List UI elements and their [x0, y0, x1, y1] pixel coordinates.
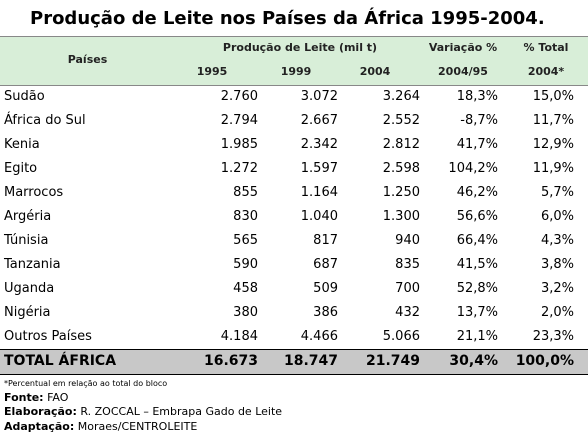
cell-value: 3.072 — [300, 89, 338, 104]
text: FAO — [47, 391, 69, 404]
cell-value: 46,2% — [456, 185, 498, 200]
cell-value: 5,7% — [540, 185, 574, 200]
header-country: Países — [67, 53, 108, 66]
cell-value: 458 — [233, 281, 258, 296]
header-variation: Variação % — [428, 41, 498, 54]
cell-value: 11,7% — [532, 113, 574, 128]
cell-value: 4.466 — [300, 329, 338, 344]
adaptation: Adaptação: Moraes/CENTROLEITE — [4, 420, 197, 433]
cell-country: Nigéria — [4, 305, 51, 320]
cell-value: 41,7% — [456, 137, 498, 152]
cell-value: 940 — [395, 233, 420, 248]
cell-value: 30,4% — [449, 353, 498, 369]
cell-country: Uganda — [4, 281, 55, 296]
cell-value: 565 — [233, 233, 258, 248]
cell-country: TOTAL ÁFRICA — [4, 353, 117, 369]
label: Fonte: — [4, 391, 44, 404]
cell-value: -8,7% — [460, 113, 498, 128]
cell-value: 18,3% — [456, 89, 498, 104]
elaboration: Elaboração: R. ZOCCAL – Embrapa Gado de … — [4, 405, 282, 418]
cell-value: 4,3% — [540, 233, 574, 248]
header-share: % Total — [523, 41, 569, 54]
cell-country: Argéria — [4, 209, 52, 224]
cell-country: Marrocos — [4, 185, 64, 200]
cell-value: 817 — [313, 233, 338, 248]
header-year: 1995 — [196, 65, 228, 78]
cell-value: 56,6% — [456, 209, 498, 224]
title: Produção de Leite nos Países da África 1… — [30, 8, 545, 29]
cell-value: 13,7% — [456, 305, 498, 320]
cell-value: 3.264 — [382, 89, 420, 104]
label: Adaptação: — [4, 420, 75, 433]
cell-value: 21,1% — [456, 329, 498, 344]
cell-value: 5.066 — [382, 329, 420, 344]
cell-value: 3,8% — [540, 257, 574, 272]
cell-country: Egito — [4, 161, 38, 176]
cell-value: 2.812 — [382, 137, 420, 152]
cell-value: 18.747 — [283, 353, 338, 369]
total-bg — [0, 349, 588, 375]
cell-value: 2.598 — [382, 161, 420, 176]
header-year: 1999 — [280, 65, 312, 78]
cell-country: Tanzania — [4, 257, 61, 272]
cell-value: 1.250 — [382, 185, 420, 200]
cell-country: Outros Países — [4, 329, 92, 344]
cell-value: 12,9% — [532, 137, 574, 152]
header-share: 2004* — [527, 65, 565, 78]
cell-value: 2.667 — [300, 113, 338, 128]
cell-value: 4.184 — [220, 329, 258, 344]
cell-value: 1.040 — [300, 209, 338, 224]
cell-value: 590 — [233, 257, 258, 272]
cell-value: 1.597 — [300, 161, 338, 176]
cell-value: 855 — [233, 185, 258, 200]
text: Moraes/CENTROLEITE — [77, 420, 198, 433]
source: Fonte: FAO — [4, 391, 68, 404]
header-bg — [0, 36, 588, 86]
cell-value: 509 — [313, 281, 338, 296]
footnote: *Percentual em relação ao total do bloco — [4, 379, 168, 388]
cell-value: 100,0% — [515, 353, 574, 369]
cell-country: Sudão — [4, 89, 45, 104]
cell-value: 380 — [233, 305, 258, 320]
cell-country: Túnisia — [4, 233, 49, 248]
cell-value: 6,0% — [540, 209, 574, 224]
cell-value: 104,2% — [448, 161, 498, 176]
label: Elaboração: — [4, 405, 77, 418]
cell-value: 1.300 — [382, 209, 420, 224]
cell-value: 23,3% — [532, 329, 574, 344]
cell-value: 1.164 — [300, 185, 338, 200]
cell-value: 830 — [233, 209, 258, 224]
cell-value: 2.552 — [382, 113, 420, 128]
cell-value: 11,9% — [532, 161, 574, 176]
cell-value: 15,0% — [532, 89, 574, 104]
header-variation: 2004/95 — [438, 65, 488, 78]
header-year: 2004 — [359, 65, 391, 78]
cell-value: 41,5% — [456, 257, 498, 272]
cell-value: 2,0% — [540, 305, 574, 320]
cell-country: Kenia — [4, 137, 40, 152]
header-production: Produção de Leite (mil t) — [222, 41, 378, 54]
cell-value: 386 — [313, 305, 338, 320]
cell-value: 21.749 — [365, 353, 420, 369]
cell-value: 687 — [313, 257, 338, 272]
cell-value: 52,8% — [456, 281, 498, 296]
cell-value: 16.673 — [203, 353, 258, 369]
cell-value: 2.794 — [220, 113, 258, 128]
cell-value: 1.985 — [220, 137, 258, 152]
cell-country: África do Sul — [4, 113, 86, 128]
cell-value: 2.342 — [300, 137, 338, 152]
cell-value: 3,2% — [540, 281, 574, 296]
cell-value: 432 — [395, 305, 420, 320]
text: R. ZOCCAL – Embrapa Gado de Leite — [80, 405, 283, 418]
cell-value: 835 — [395, 257, 420, 272]
cell-value: 1.272 — [220, 161, 258, 176]
cell-value: 700 — [395, 281, 420, 296]
cell-value: 66,4% — [456, 233, 498, 248]
cell-value: 2.760 — [220, 89, 258, 104]
